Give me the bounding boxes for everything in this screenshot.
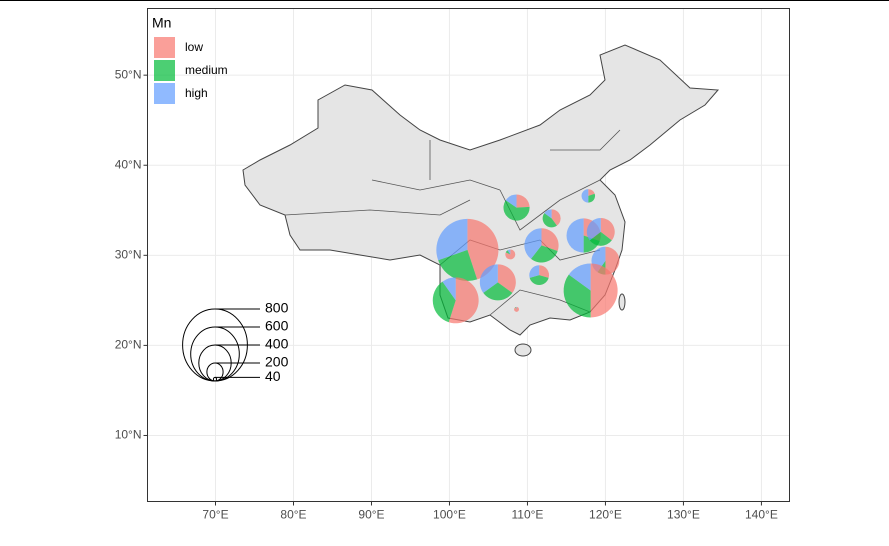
pie-wedge <box>544 209 552 219</box>
pie-wedge <box>605 246 620 275</box>
pie-wedge <box>503 200 530 221</box>
pie-wedge <box>515 306 517 310</box>
pie-wedge <box>590 263 618 318</box>
y-tick-label: 20°N <box>115 338 142 352</box>
y-tick-label: 10°N <box>115 428 142 442</box>
pie-wedge <box>563 274 591 318</box>
x-tick-label: 90°E <box>358 508 384 522</box>
pie-wedge <box>432 281 456 323</box>
pie-wedge <box>529 265 540 278</box>
pie-wedge <box>586 217 601 241</box>
pie-wedge <box>516 194 530 208</box>
x-tick-label: 130°E <box>667 508 700 522</box>
pie-wedge <box>581 189 589 203</box>
pie-wedge <box>542 213 557 228</box>
pie-wedge <box>497 264 516 293</box>
pie-wedge <box>529 275 549 286</box>
legend-swatch <box>154 37 175 58</box>
size-legend-label: 40 <box>265 368 281 384</box>
size-legend-label: 400 <box>265 336 289 352</box>
pie-wedge <box>524 228 542 259</box>
legend-label: medium <box>185 63 228 77</box>
x-tick-label: 100°E <box>433 508 466 522</box>
pie-wedge <box>588 193 596 203</box>
pie-wedge <box>515 306 517 310</box>
pie-wedge <box>539 265 550 278</box>
legend-swatch <box>154 60 175 81</box>
x-tick-label: 110°E <box>511 508 543 522</box>
pie-wedge <box>479 264 498 293</box>
hainan <box>514 343 532 357</box>
pie-wedge <box>541 228 559 251</box>
x-tick-label: 70°E <box>202 508 228 522</box>
pie-wedge <box>505 249 516 260</box>
pie-wedge <box>566 218 584 253</box>
pie-wedge <box>505 194 517 208</box>
x-tick-label: 120°E <box>589 508 622 522</box>
pie-wedge <box>568 263 591 291</box>
legend-title: Mn <box>152 15 171 31</box>
pie-wedge <box>588 189 595 196</box>
size-legend-label: 200 <box>265 354 289 370</box>
y-tick-label: 40°N <box>115 157 142 171</box>
legend-label: high <box>185 86 208 100</box>
pie-wedge <box>589 231 612 246</box>
size-legend-circle <box>190 326 240 382</box>
taiwan <box>618 293 626 311</box>
pie-wedge <box>505 250 511 255</box>
pie-wedge <box>436 218 468 261</box>
pie-wedge <box>514 306 520 312</box>
y-tick-label: 50°N <box>115 67 142 81</box>
pie-wedge <box>483 282 513 301</box>
pie-wedge <box>448 277 479 324</box>
x-tick-label: 140°E <box>745 508 778 522</box>
size-legend-label: 800 <box>265 300 289 316</box>
pie-wedge <box>507 249 511 255</box>
pie-wedge <box>438 249 478 281</box>
legend-swatch <box>154 83 175 104</box>
y-tick-label: 30°N <box>115 247 142 261</box>
size-legend-label: 600 <box>265 318 289 334</box>
size-legend-circle <box>206 362 224 382</box>
pie-wedge <box>530 245 558 263</box>
pie-wedge <box>442 277 456 301</box>
pie-wedge <box>600 217 615 241</box>
china-outline <box>242 44 720 336</box>
pie-wedge <box>551 209 561 226</box>
x-tick-label: 80°E <box>280 508 306 522</box>
pie-wedge <box>467 218 499 280</box>
legend-label: low <box>185 40 203 54</box>
